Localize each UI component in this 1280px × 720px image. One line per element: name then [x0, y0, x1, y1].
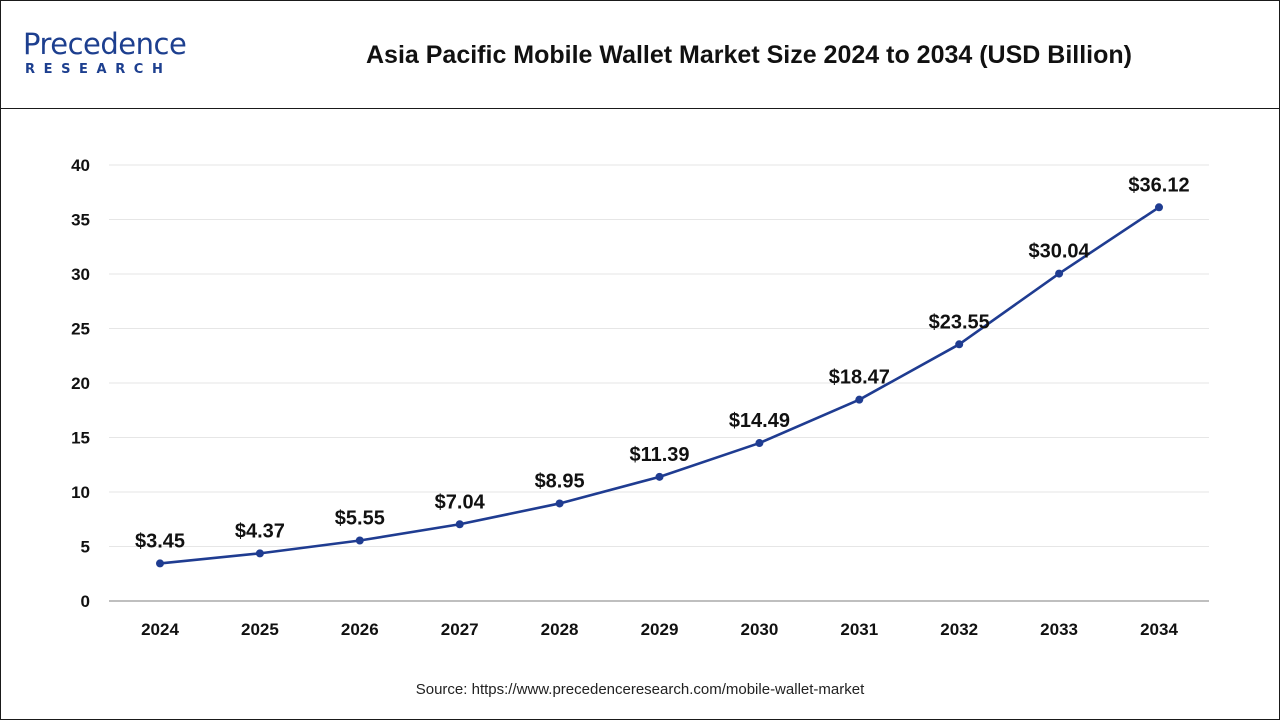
data-point — [555, 499, 564, 508]
x-tick-label: 2027 — [441, 620, 479, 639]
x-tick-label: 2029 — [641, 620, 679, 639]
data-point — [755, 439, 764, 448]
x-tick-label: 2034 — [1140, 620, 1178, 639]
data-label: $36.12 — [1128, 174, 1189, 196]
y-tick-label: 25 — [71, 320, 90, 339]
x-tick-label: 2026 — [341, 620, 379, 639]
data-point — [955, 340, 964, 349]
data-point — [655, 472, 664, 481]
source-note: Source: https://www.precedenceresearch.c… — [415, 681, 865, 698]
data-point — [1055, 269, 1064, 278]
logo-main-text: Precedence — [23, 27, 187, 61]
data-label: $4.37 — [235, 520, 285, 542]
y-tick-labels: 0 5 10 15 20 25 30 35 40 — [71, 156, 90, 611]
y-tick-label: 10 — [71, 483, 90, 502]
data-point — [355, 536, 364, 545]
data-point — [855, 395, 864, 404]
chart-title: Asia Pacific Mobile Wallet Market Size 2… — [366, 41, 1132, 69]
data-point — [455, 520, 464, 529]
data-label: $11.39 — [629, 444, 689, 466]
series-line-path — [158, 205, 1161, 565]
gridlines — [109, 164, 1209, 547]
data-label: $23.55 — [929, 311, 990, 333]
data-point — [255, 549, 264, 558]
data-points — [156, 203, 1163, 568]
x-tick-label: 2033 — [1040, 620, 1078, 639]
x-tick-label: 2024 — [141, 620, 179, 639]
x-tick-label: 2032 — [940, 620, 978, 639]
y-tick-label: 0 — [81, 592, 90, 611]
y-tick-label: 40 — [71, 156, 90, 175]
x-tick-label: 2030 — [740, 620, 778, 639]
data-label: $8.95 — [535, 470, 585, 492]
logo-sub-text: RESEARCH — [25, 62, 172, 77]
data-label: $7.04 — [435, 491, 486, 513]
data-point — [156, 559, 164, 568]
series-line — [158, 205, 1161, 565]
x-tick-label: 2028 — [541, 620, 579, 639]
x-tick-labels: 2024 2025 2026 2027 2028 2029 2030 2031 2032 2033… — [141, 620, 1178, 639]
y-tick-label: 15 — [71, 429, 90, 448]
data-label: $3.45 — [135, 530, 185, 552]
brand-logo: Precedence RESEARCH — [23, 27, 213, 83]
data-labels: $3.45 $4.37 $5.55 $7.04 $8.95 $11.39 $14.49 $18… — [135, 174, 1190, 552]
y-tick-label: 20 — [71, 374, 90, 393]
y-tick-label: 5 — [81, 538, 90, 557]
data-label: $18.47 — [829, 367, 890, 389]
data-label: $14.49 — [729, 410, 790, 432]
x-tick-label: 2031 — [840, 620, 878, 639]
data-label: $30.04 — [1029, 241, 1091, 263]
y-tick-label: 35 — [71, 211, 90, 230]
data-label: $5.55 — [335, 508, 385, 530]
x-tick-label: 2025 — [241, 620, 279, 639]
data-point — [1155, 203, 1163, 212]
y-tick-label: 30 — [71, 265, 90, 284]
header: Precedence RESEARCH Asia Pacific Mobile … — [1, 1, 1279, 109]
